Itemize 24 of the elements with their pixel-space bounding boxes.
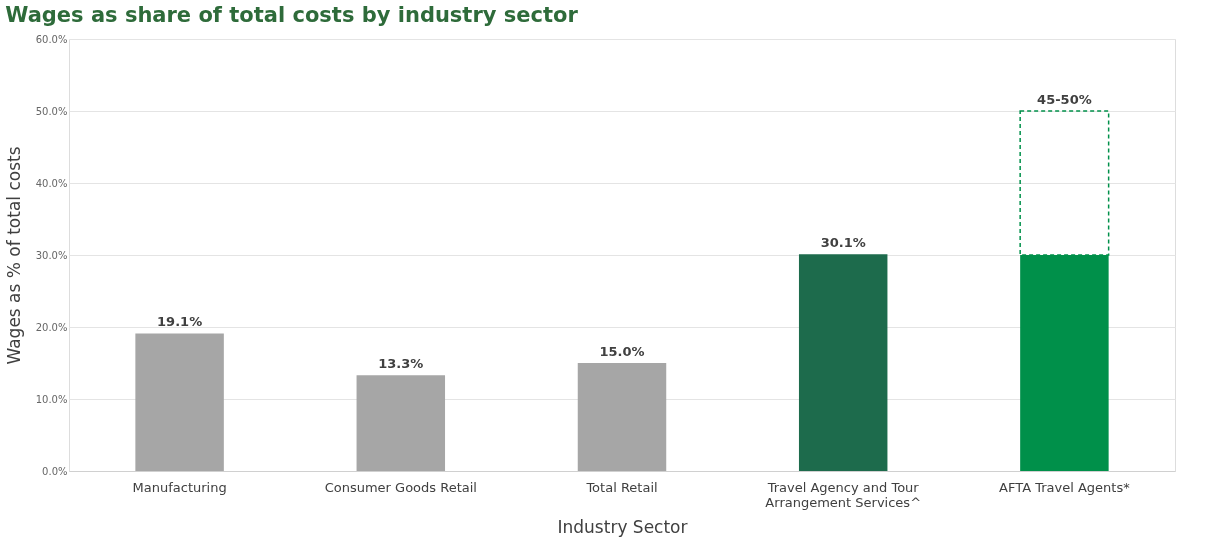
data-label: 19.1% <box>157 314 203 330</box>
y-tick-label: 10.0% <box>35 393 68 405</box>
y-axis-title: Wages as % of total costs <box>3 146 24 365</box>
x-tick-label: Manufacturing <box>132 479 227 495</box>
x-tick-label: Travel Agency and Tour Arrangement Services^ <box>765 479 922 510</box>
data-label: 15.0% <box>599 344 645 359</box>
x-axis-title: Industry Sector <box>557 516 688 537</box>
data-label: 30.1% <box>820 235 866 251</box>
annotation: 45-50% <box>1037 92 1092 107</box>
x-tick-label: Consumer Goods Retail <box>324 479 477 495</box>
bar <box>135 333 224 471</box>
bar <box>356 375 446 471</box>
y-tick-label: 30.0% <box>35 249 68 261</box>
y-tick-label: 0.0% <box>42 465 68 477</box>
y-tick-label: 60.0% <box>35 33 68 45</box>
x-tick-label: AFTA Travel Agents* <box>999 479 1131 495</box>
x-tick-label: Total Retail <box>585 479 658 495</box>
data-label: 13.3% <box>378 356 424 372</box>
bar <box>798 254 888 471</box>
y-tick-label: 50.0% <box>35 105 68 117</box>
bar <box>577 363 667 471</box>
chart-title: Wages as share of total costs by industry sector <box>5 3 579 27</box>
y-tick-label: 20.0% <box>35 321 68 333</box>
y-tick-label: 40.0% <box>35 177 68 189</box>
